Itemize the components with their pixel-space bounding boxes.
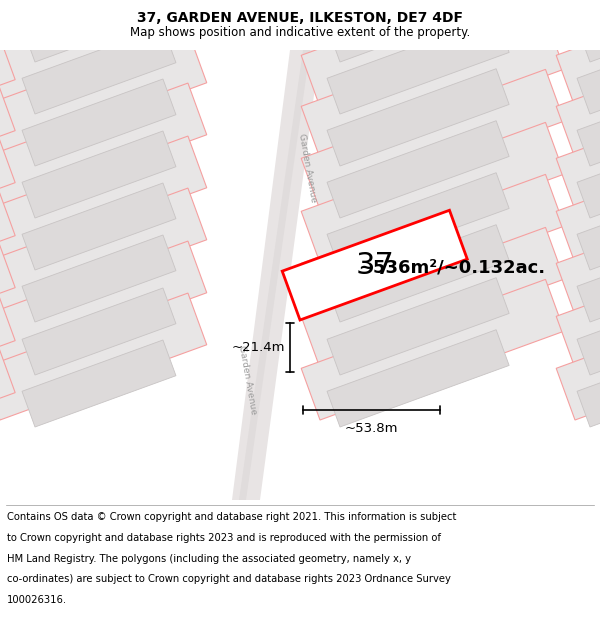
Polygon shape (0, 28, 15, 107)
Polygon shape (22, 183, 176, 270)
Polygon shape (556, 317, 600, 420)
Polygon shape (577, 252, 600, 322)
Text: ~21.4m: ~21.4m (232, 341, 285, 354)
Polygon shape (0, 188, 207, 315)
Polygon shape (301, 0, 565, 55)
Polygon shape (0, 289, 15, 368)
Text: Map shows position and indicative extent of the property.: Map shows position and indicative extent… (130, 26, 470, 39)
Polygon shape (327, 0, 509, 62)
Polygon shape (556, 212, 600, 315)
Polygon shape (556, 107, 600, 210)
Polygon shape (327, 17, 509, 114)
Text: to Crown copyright and database rights 2023 and is reproduced with the permissio: to Crown copyright and database rights 2… (7, 533, 441, 543)
Polygon shape (22, 340, 176, 427)
Polygon shape (577, 148, 600, 218)
Polygon shape (0, 341, 15, 420)
Polygon shape (0, 79, 15, 158)
Polygon shape (301, 18, 565, 158)
Polygon shape (0, 31, 207, 158)
Polygon shape (577, 357, 600, 427)
Polygon shape (556, 265, 600, 368)
Polygon shape (22, 288, 176, 375)
Polygon shape (301, 174, 565, 315)
Polygon shape (0, 83, 207, 210)
Text: co-ordinates) are subject to Crown copyright and database rights 2023 Ordnance S: co-ordinates) are subject to Crown copyr… (7, 574, 451, 584)
Text: ~536m²/~0.132ac.: ~536m²/~0.132ac. (358, 259, 545, 277)
Polygon shape (327, 69, 509, 166)
Polygon shape (556, 0, 600, 55)
Text: 100026316.: 100026316. (7, 595, 67, 605)
Polygon shape (301, 279, 565, 420)
Polygon shape (0, 131, 15, 210)
Polygon shape (232, 50, 320, 500)
Text: 37, GARDEN AVENUE, ILKESTON, DE7 4DF: 37, GARDEN AVENUE, ILKESTON, DE7 4DF (137, 11, 463, 25)
Polygon shape (0, 293, 207, 420)
Polygon shape (239, 50, 310, 500)
Text: 37: 37 (355, 251, 394, 279)
Polygon shape (0, 136, 207, 263)
Polygon shape (327, 121, 509, 218)
Polygon shape (556, 4, 600, 107)
Text: Garden Avenue: Garden Avenue (238, 345, 259, 415)
Polygon shape (301, 0, 565, 107)
Text: Contains OS data © Crown copyright and database right 2021. This information is : Contains OS data © Crown copyright and d… (7, 512, 457, 522)
Polygon shape (556, 160, 600, 263)
Text: Garden Avenue: Garden Avenue (298, 132, 319, 203)
Polygon shape (577, 96, 600, 166)
Polygon shape (577, 305, 600, 375)
Polygon shape (0, 0, 207, 55)
Polygon shape (327, 225, 509, 322)
Polygon shape (282, 210, 467, 320)
Polygon shape (22, 131, 176, 218)
Polygon shape (0, 236, 15, 315)
Polygon shape (301, 228, 565, 368)
Polygon shape (0, 241, 207, 368)
Polygon shape (22, 0, 176, 62)
Polygon shape (22, 27, 176, 114)
Polygon shape (327, 330, 509, 427)
Polygon shape (327, 173, 509, 270)
Polygon shape (0, 0, 207, 107)
Polygon shape (0, 0, 15, 55)
Polygon shape (301, 69, 565, 210)
Polygon shape (22, 79, 176, 166)
Polygon shape (301, 122, 565, 263)
Text: HM Land Registry. The polygons (including the associated geometry, namely x, y: HM Land Registry. The polygons (includin… (7, 554, 411, 564)
Polygon shape (577, 44, 600, 114)
Polygon shape (327, 278, 509, 375)
Polygon shape (577, 0, 600, 62)
Polygon shape (0, 184, 15, 263)
Text: ~53.8m: ~53.8m (345, 422, 398, 435)
Polygon shape (22, 235, 176, 322)
Polygon shape (577, 200, 600, 270)
Polygon shape (556, 55, 600, 158)
